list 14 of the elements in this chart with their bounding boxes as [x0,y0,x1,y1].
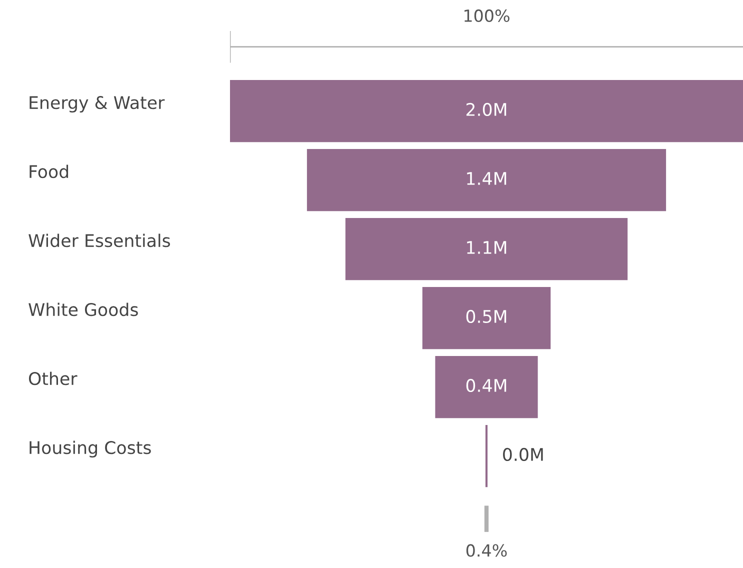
category-label: Food [30,164,68,178]
category-label: White Goods [28,302,138,316]
data-label: 0.4M [466,378,506,392]
category-label: Other [28,372,78,386]
category-label: Wider Essentials [28,234,170,248]
data-label: 2.0M [466,102,506,116]
text: 0.4% [466,544,507,557]
category-label: Energy & Water [30,96,165,113]
data-label: 0.5M [466,310,506,324]
data-label: 1.1M [467,241,506,254]
data-label: 0.0M [503,448,543,462]
text: 100% [464,9,510,22]
data-label: 1.4M [467,172,506,185]
category-label: Housing Costs [30,440,151,458]
